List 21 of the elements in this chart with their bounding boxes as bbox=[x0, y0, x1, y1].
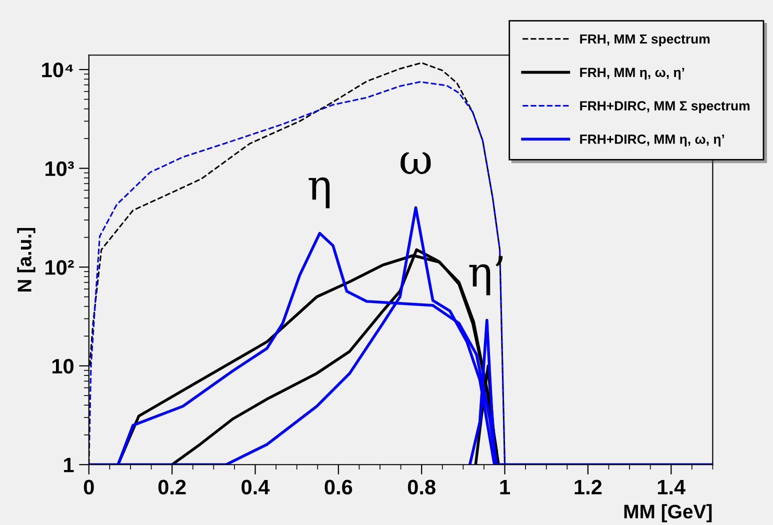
x-tick-label: 1 bbox=[500, 480, 510, 494]
x-tick-label: 0 bbox=[84, 480, 94, 495]
legend-label: FRH, MM η, ω, η’ bbox=[580, 68, 684, 80]
x-tick-label: 0.4 bbox=[242, 480, 270, 495]
x-tick-label: 0.6 bbox=[324, 480, 352, 495]
x-tick-label: 1.2 bbox=[574, 480, 602, 494]
y-tick-label: 1 bbox=[64, 458, 74, 472]
x-tick-label: 0.8 bbox=[408, 480, 436, 495]
y-tick-label: 10 bbox=[52, 358, 74, 374]
y-tick-label: 10⁴ bbox=[42, 62, 74, 78]
annotation: ω bbox=[400, 152, 431, 174]
legend-label: FRH+DIRC, MM η, ω, η’ bbox=[580, 134, 724, 146]
legend-label: FRH, MM Σ spectrum bbox=[580, 34, 710, 46]
legend-label: FRH+DIRC, MM Σ spectrum bbox=[580, 101, 750, 114]
annotation: η bbox=[308, 177, 330, 208]
y-tick-label: 10² bbox=[46, 260, 74, 275]
y-tick-label: 10³ bbox=[46, 161, 74, 176]
x-tick-label: 1.4 bbox=[658, 480, 686, 494]
y-axis-title: N [a.u.] bbox=[17, 228, 36, 292]
x-axis-title: MM [GeV] bbox=[624, 504, 712, 522]
x-tick-label: 0.2 bbox=[158, 480, 186, 495]
